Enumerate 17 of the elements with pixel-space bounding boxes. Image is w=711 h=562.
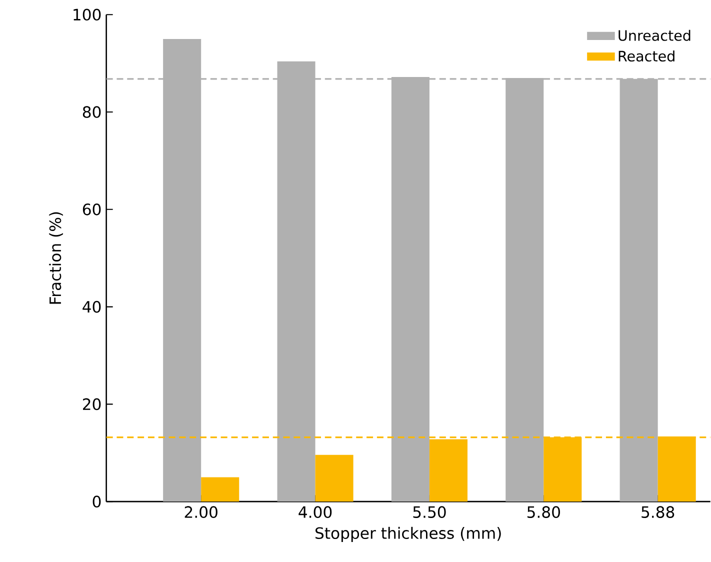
x-axis-title: Stopper thickness (mm) (316, 526, 501, 542)
bar (315, 454, 354, 502)
x-tick-label: 2.00 (184, 506, 218, 518)
x-tick-label: 4.00 (298, 506, 332, 518)
y-tick-label: 100 (74, 8, 101, 21)
y-tick-label: 0 (92, 496, 101, 508)
x-tick-label: 5.88 (642, 506, 674, 518)
legend-label: Reacted (618, 50, 674, 62)
y-tick-label: 60 (82, 203, 101, 216)
y-axis-title: Fraction (%) (49, 212, 63, 304)
x-tick-label: 5.80 (527, 506, 560, 518)
legend-label: Unreacted (618, 30, 690, 41)
y-tick-label: 40 (82, 300, 101, 313)
x-tick-label: 5.50 (413, 506, 446, 518)
y-tick-label: 20 (82, 398, 101, 410)
y-tick-label: 80 (82, 106, 101, 118)
bar (201, 477, 240, 502)
